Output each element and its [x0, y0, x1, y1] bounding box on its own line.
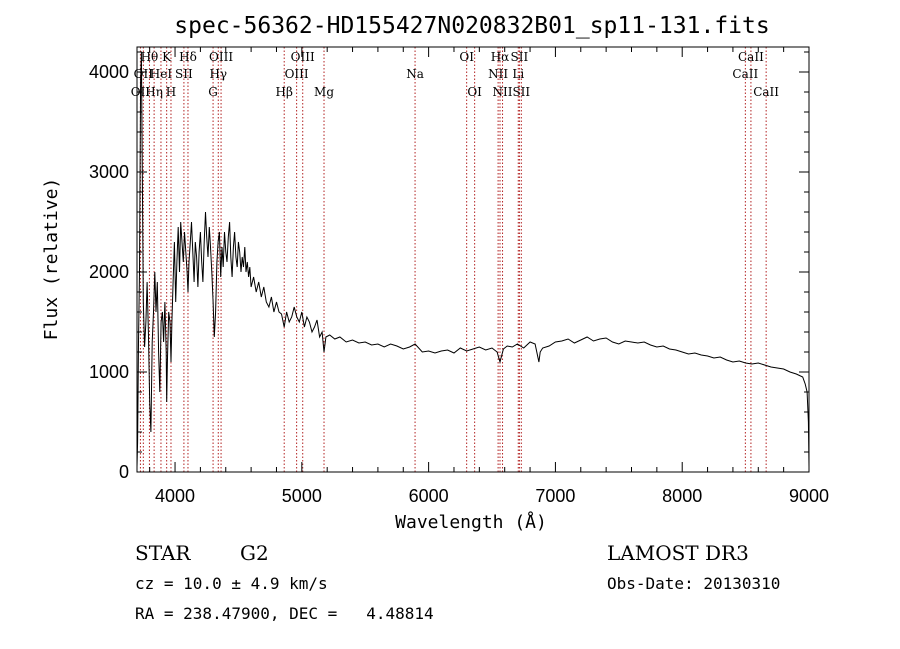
spectral-line-label: Hθ [141, 50, 159, 64]
y-axis-label: Flux (relative) [41, 178, 62, 341]
spectral-line-label: OIII [209, 50, 233, 64]
object-class: STAR [135, 541, 191, 565]
spectral-line-label: Mg [314, 85, 334, 99]
spectral-line-label: NII [493, 85, 513, 99]
coordinates: RA = 238.47900, DEC = 4.48814 [135, 604, 434, 623]
x-tick-label: 9000 [789, 486, 829, 506]
spectral-line-label: CaII [738, 50, 764, 64]
y-tick-label: 2000 [89, 262, 129, 282]
spectral-line-label: SII [175, 67, 193, 81]
redshift-value: cz = 10.0 ± 4.9 km/s [135, 574, 328, 593]
spectral-line-label: H [166, 85, 176, 99]
spectral-line-label: OII [134, 67, 154, 81]
x-tick-label: 8000 [662, 486, 702, 506]
x-axis-ticks: 4000 5000 6000 7000 8000 9000 [149, 47, 829, 506]
spectral-line-label: SII [512, 85, 530, 99]
spectral-line-label: OIII [291, 50, 315, 64]
spectral-line-label: OI [467, 85, 482, 99]
spectral-line-label: Hδ [179, 50, 197, 64]
chart-title: spec-56362-HD155427N020832B01_sp11-131.f… [174, 13, 769, 39]
spectral-line-label: CaII [732, 67, 758, 81]
x-tick-label: 4000 [155, 486, 195, 506]
spectral-line-label: K [162, 50, 172, 64]
spectral-line-label: CaII [753, 85, 779, 99]
x-tick-label: 5000 [282, 486, 322, 506]
y-tick-label: 4000 [89, 62, 129, 82]
spectral-line-label: G [208, 85, 218, 99]
object-subclass: G2 [240, 541, 269, 565]
spectral-line-label: Hα [491, 50, 510, 64]
spectral-line-label: SII [511, 50, 529, 64]
y-tick-label: 0 [119, 462, 129, 482]
x-axis-label: Wavelength (Å) [395, 511, 547, 533]
spectral-line-label: Hγ [209, 67, 227, 81]
y-tick-label: 3000 [89, 162, 129, 182]
spectral-line-label: Hβ [276, 85, 293, 99]
plot-frame [136, 46, 810, 473]
y-axis-ticks: 0 1000 2000 3000 4000 [89, 51, 809, 482]
spectral-line-label: OI [459, 50, 474, 64]
spectrum-series-line [136, 51, 810, 468]
x-tick-label: 7000 [535, 486, 575, 506]
spectral-line-labels: OIIOIIHθHηHeIKHSIIHδGHγOIIIHβOIIIOIIIMgN… [131, 50, 780, 99]
spectral-line-label: NII [488, 67, 508, 81]
y-tick-label: 1000 [89, 362, 129, 382]
spectral-line-label: HeI [150, 67, 173, 81]
survey-name: LAMOST DR3 [607, 541, 749, 565]
spectral-line-label: OIII [285, 67, 309, 81]
spectral-line-markers [139, 47, 767, 472]
spectral-line-label: Hη [145, 85, 163, 99]
spectral-line-label: Na [406, 67, 424, 81]
x-tick-label: 6000 [409, 486, 449, 506]
spectral-line-label: Li [512, 67, 524, 81]
observation-date: Obs-Date: 20130310 [607, 574, 780, 593]
